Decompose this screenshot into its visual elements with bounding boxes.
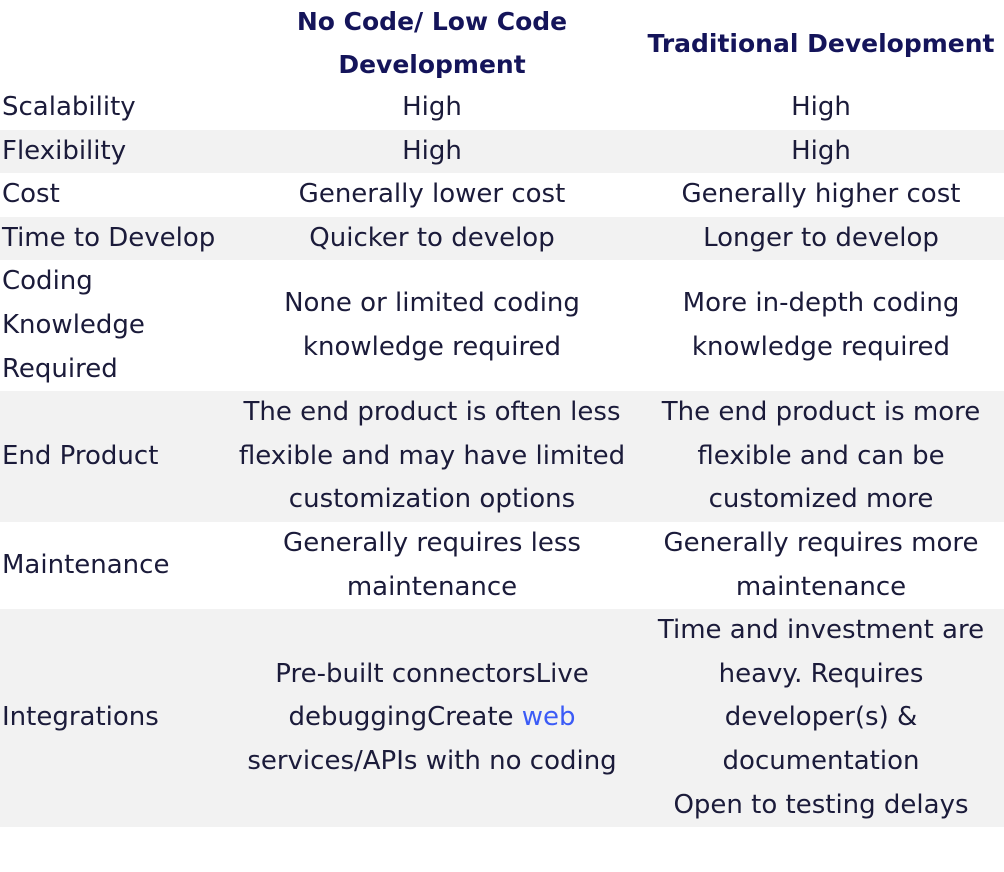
nocode-cell: The end product is often less flexible a… bbox=[226, 391, 638, 522]
nocode-cell: High bbox=[226, 129, 638, 174]
nocode-cell: Quicker to develop bbox=[226, 216, 638, 261]
header-nocode: No Code/ Low Code Development bbox=[226, 0, 638, 86]
integrations-traditional-extra: Open to testing delays bbox=[673, 789, 969, 820]
header-empty bbox=[0, 0, 226, 86]
traditional-cell: High bbox=[638, 129, 1004, 174]
table-row: Flexibility High High bbox=[0, 129, 1004, 174]
traditional-cell: More in-depth coding knowledge required bbox=[682, 288, 960, 362]
table-row: Integrations Pre-built connectorsLive de… bbox=[0, 609, 1004, 828]
table-row: Coding Knowledge Required None or limite… bbox=[0, 260, 1004, 391]
integrations-text-after: services/APIs with no coding bbox=[247, 745, 617, 776]
integrations-traditional-main: Time and investment are heavy. Requires … bbox=[657, 615, 985, 776]
row-label: Cost bbox=[2, 179, 60, 210]
header-nocode-line-2: Development bbox=[338, 50, 526, 79]
header-row: No Code/ Low Code Development Traditiona… bbox=[0, 0, 1004, 86]
traditional-cell: Generally requires more maintenance bbox=[663, 527, 979, 602]
row-label: Coding Knowledge Required bbox=[2, 266, 145, 384]
nocode-cell: Generally requires less maintenance bbox=[283, 527, 581, 602]
nocode-cell: None or limited coding knowledge require… bbox=[284, 288, 580, 362]
web-link[interactable]: web bbox=[521, 702, 576, 733]
row-label: Maintenance bbox=[2, 549, 170, 580]
nocode-cell: Pre-built connectorsLive debuggingCreate… bbox=[226, 609, 638, 828]
header-traditional: Traditional Development bbox=[647, 28, 995, 58]
traditional-cell: High bbox=[791, 92, 851, 122]
row-label: Time to Develop bbox=[0, 216, 226, 261]
table-row: Maintenance Generally requires less main… bbox=[0, 522, 1004, 609]
header-nocode-line-1: No Code/ Low Code bbox=[296, 7, 568, 36]
traditional-cell: Generally higher cost bbox=[681, 179, 961, 210]
traditional-cell: Longer to develop bbox=[638, 216, 1004, 261]
comparison-table: No Code/ Low Code Development Traditiona… bbox=[0, 0, 1004, 828]
nocode-cell: Generally lower cost bbox=[298, 179, 566, 210]
traditional-cell: The end product is more flexible and can… bbox=[638, 391, 1004, 522]
row-label: End Product bbox=[0, 391, 226, 522]
table-row: Cost Generally lower cost Generally high… bbox=[0, 173, 1004, 217]
integrations-text-before: Pre-built connectorsLive debuggingCreate bbox=[275, 658, 589, 733]
row-label: Scalability bbox=[2, 92, 136, 122]
traditional-cell: Time and investment are heavy. Requires … bbox=[638, 609, 1004, 828]
row-label: Integrations bbox=[0, 609, 226, 828]
table-row: Time to Develop Quicker to develop Longe… bbox=[0, 216, 1004, 261]
table-row: Scalability High High bbox=[0, 86, 1004, 130]
nocode-cell: High bbox=[402, 92, 462, 122]
table-row: End Product The end product is often les… bbox=[0, 391, 1004, 522]
row-label: Flexibility bbox=[0, 129, 226, 174]
